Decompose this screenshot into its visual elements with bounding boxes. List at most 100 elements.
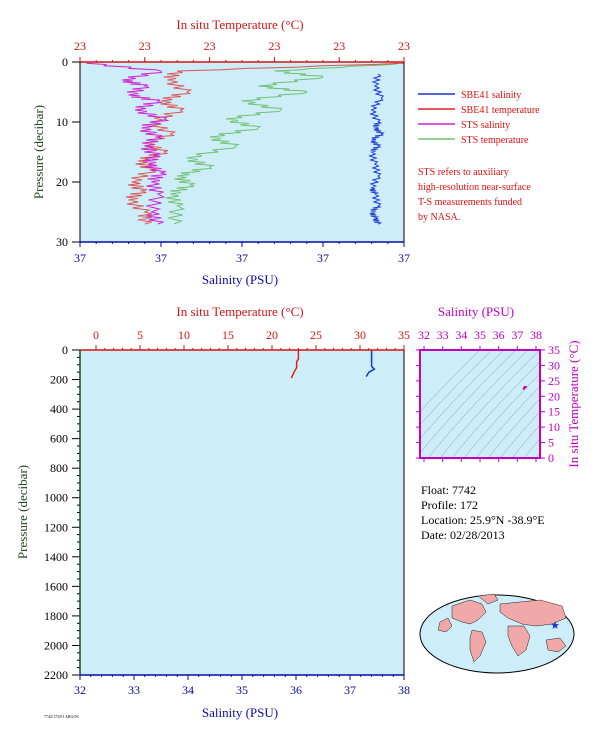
main-salinity-axis-title: Salinity (PSU) [202, 705, 278, 720]
float-location: Location: 25.9°N -38.9°E [421, 513, 545, 527]
land-greenland [477, 593, 499, 605]
top-pres-tick-label: 20 [56, 175, 68, 189]
top-pressure-tick-labels: 0 10 20 30 [56, 55, 68, 249]
main-plot-series [290, 350, 376, 379]
ts-salinity-tick-labels: 32 33 34 35 36 37 38 [418, 328, 542, 342]
ts-frame [419, 349, 541, 459]
world-map: ★ [419, 593, 575, 674]
land-australia [545, 637, 567, 653]
main-salinity-tick-labels: 32 33 34 35 36 37 38 [74, 683, 410, 697]
legend-note-line: high-resolution near-surface [418, 182, 531, 193]
ts-sal-tick-label: 36 [493, 328, 505, 342]
legend: SBE41 salinity SBE41 temperature STS salin… [418, 90, 540, 223]
top-temp-tick-label: 23 [204, 39, 216, 53]
top-salinity-tick-labels: 37 37 37 37 37 [74, 251, 410, 265]
land-west-pacific-asia [437, 617, 453, 633]
legend-note-line: by NASA. [418, 212, 460, 223]
top-temp-tick-labels: 23 23 23 23 23 23 [74, 39, 410, 53]
top-sal-tick-label: 37 [317, 251, 329, 265]
top-temp-tick-label: 23 [268, 39, 280, 53]
ts-density-contour [523, 438, 540, 458]
main-pres-tick-label: 1400 [44, 550, 68, 564]
ts-sal-tick-label: 35 [474, 328, 486, 342]
ts-sal-tick-label: 38 [530, 328, 542, 342]
ts-sal-tick-label: 32 [418, 328, 430, 342]
top-sal-tick-label: 37 [236, 251, 248, 265]
ts-density-contour [427, 350, 529, 458]
legend-label: STS salinity [461, 120, 510, 131]
main-pres-tick-label: 200 [50, 373, 68, 387]
main-temp-tick-label: 10 [178, 328, 190, 342]
legend-label: STS temperature [461, 135, 529, 146]
main-pres-tick-label: 1600 [44, 579, 68, 593]
ts-temp-tick-label: 25 [548, 374, 560, 388]
legend-note-line: STS refers to auxiliary [418, 167, 509, 178]
ts-density-contour [499, 411, 540, 458]
top-temp-tick-label: 23 [139, 39, 151, 53]
ts-density-contour [439, 350, 540, 458]
ts-temp-tick-label: 0 [548, 451, 554, 465]
top-pres-tick-label: 0 [62, 55, 68, 69]
main-pres-tick-label: 1800 [44, 609, 68, 623]
ts-density-contour [420, 350, 481, 413]
ts-density-contour [475, 385, 540, 458]
main-pres-tick-label: 400 [50, 402, 68, 416]
land-africa [507, 625, 531, 657]
ts-temp-tick-label: 15 [548, 405, 560, 419]
ts-sal-tick-label: 34 [455, 328, 467, 342]
ts-density-contour [420, 350, 505, 440]
legend-label: SBE41 salinity [461, 90, 521, 101]
ts-density-contour [420, 350, 493, 426]
ts-temp-axis-title: In situ Temperature (°C) [566, 340, 581, 467]
main-pres-tick-label: 0 [62, 343, 68, 357]
ts-salinity-axis-title: Salinity (PSU) [438, 304, 514, 319]
top-series-sts-temperature [165, 63, 398, 225]
ts-sal-tick-label: 37 [511, 328, 523, 342]
main-pres-tick-label: 2000 [44, 638, 68, 652]
ts-density-contour [511, 424, 540, 458]
ts-density-contours [420, 350, 540, 458]
ts-temp-tick-label: 5 [548, 436, 554, 450]
ts-temp-tick-label: 10 [548, 420, 560, 434]
map-land [437, 593, 567, 663]
top-salinity-axis-title: Salinity (PSU) [202, 272, 278, 287]
main-pres-tick-label: 1200 [44, 520, 68, 534]
legend-note-line: T-S measurements funded [418, 197, 522, 208]
top-pres-tick-label: 30 [56, 235, 68, 249]
float-id: Float: 7742 [421, 483, 476, 497]
main-sal-tick-label: 35 [236, 683, 248, 697]
legend-label: SBE41 temperature [461, 105, 540, 116]
main-pres-tick-label: 2200 [44, 668, 68, 682]
top-pres-tick-label: 10 [56, 115, 68, 129]
ts-density-contour [487, 398, 540, 458]
top-sal-tick-label: 37 [398, 251, 410, 265]
main-temp-tick-label: 30 [354, 328, 366, 342]
top-series-sts-salinity [86, 62, 170, 225]
top-plot-series [86, 62, 405, 225]
top-temp-tick-label: 23 [74, 39, 86, 53]
main-temp-tick-label: 5 [137, 328, 143, 342]
ts-temp-tick-label: 35 [548, 343, 560, 357]
main-series-sbe41-temperature [290, 350, 300, 379]
main-pres-tick-label: 600 [50, 432, 68, 446]
profile-number: Profile: 172 [421, 498, 478, 512]
footer-code: 7742/172/01 ARGOS [44, 714, 79, 719]
top-pressure-axis-title: Pressure (decibar) [31, 105, 46, 199]
land-north-america [451, 599, 487, 625]
main-pres-tick-label: 1000 [44, 491, 68, 505]
land-south-america [469, 629, 487, 663]
land-eurasia [499, 599, 567, 627]
main-sal-tick-label: 38 [398, 683, 410, 697]
main-sal-tick-label: 33 [128, 683, 140, 697]
ts-density-contour [420, 350, 517, 454]
top-plot-area [80, 62, 404, 242]
main-sal-tick-label: 34 [182, 683, 194, 697]
ts-plot-area [420, 350, 540, 458]
ts-density-contour [451, 361, 540, 458]
main-series-sbe41-salinity [365, 350, 376, 377]
ts-temp-tick-label: 30 [548, 358, 560, 372]
main-pres-tick-label: 800 [50, 461, 68, 475]
